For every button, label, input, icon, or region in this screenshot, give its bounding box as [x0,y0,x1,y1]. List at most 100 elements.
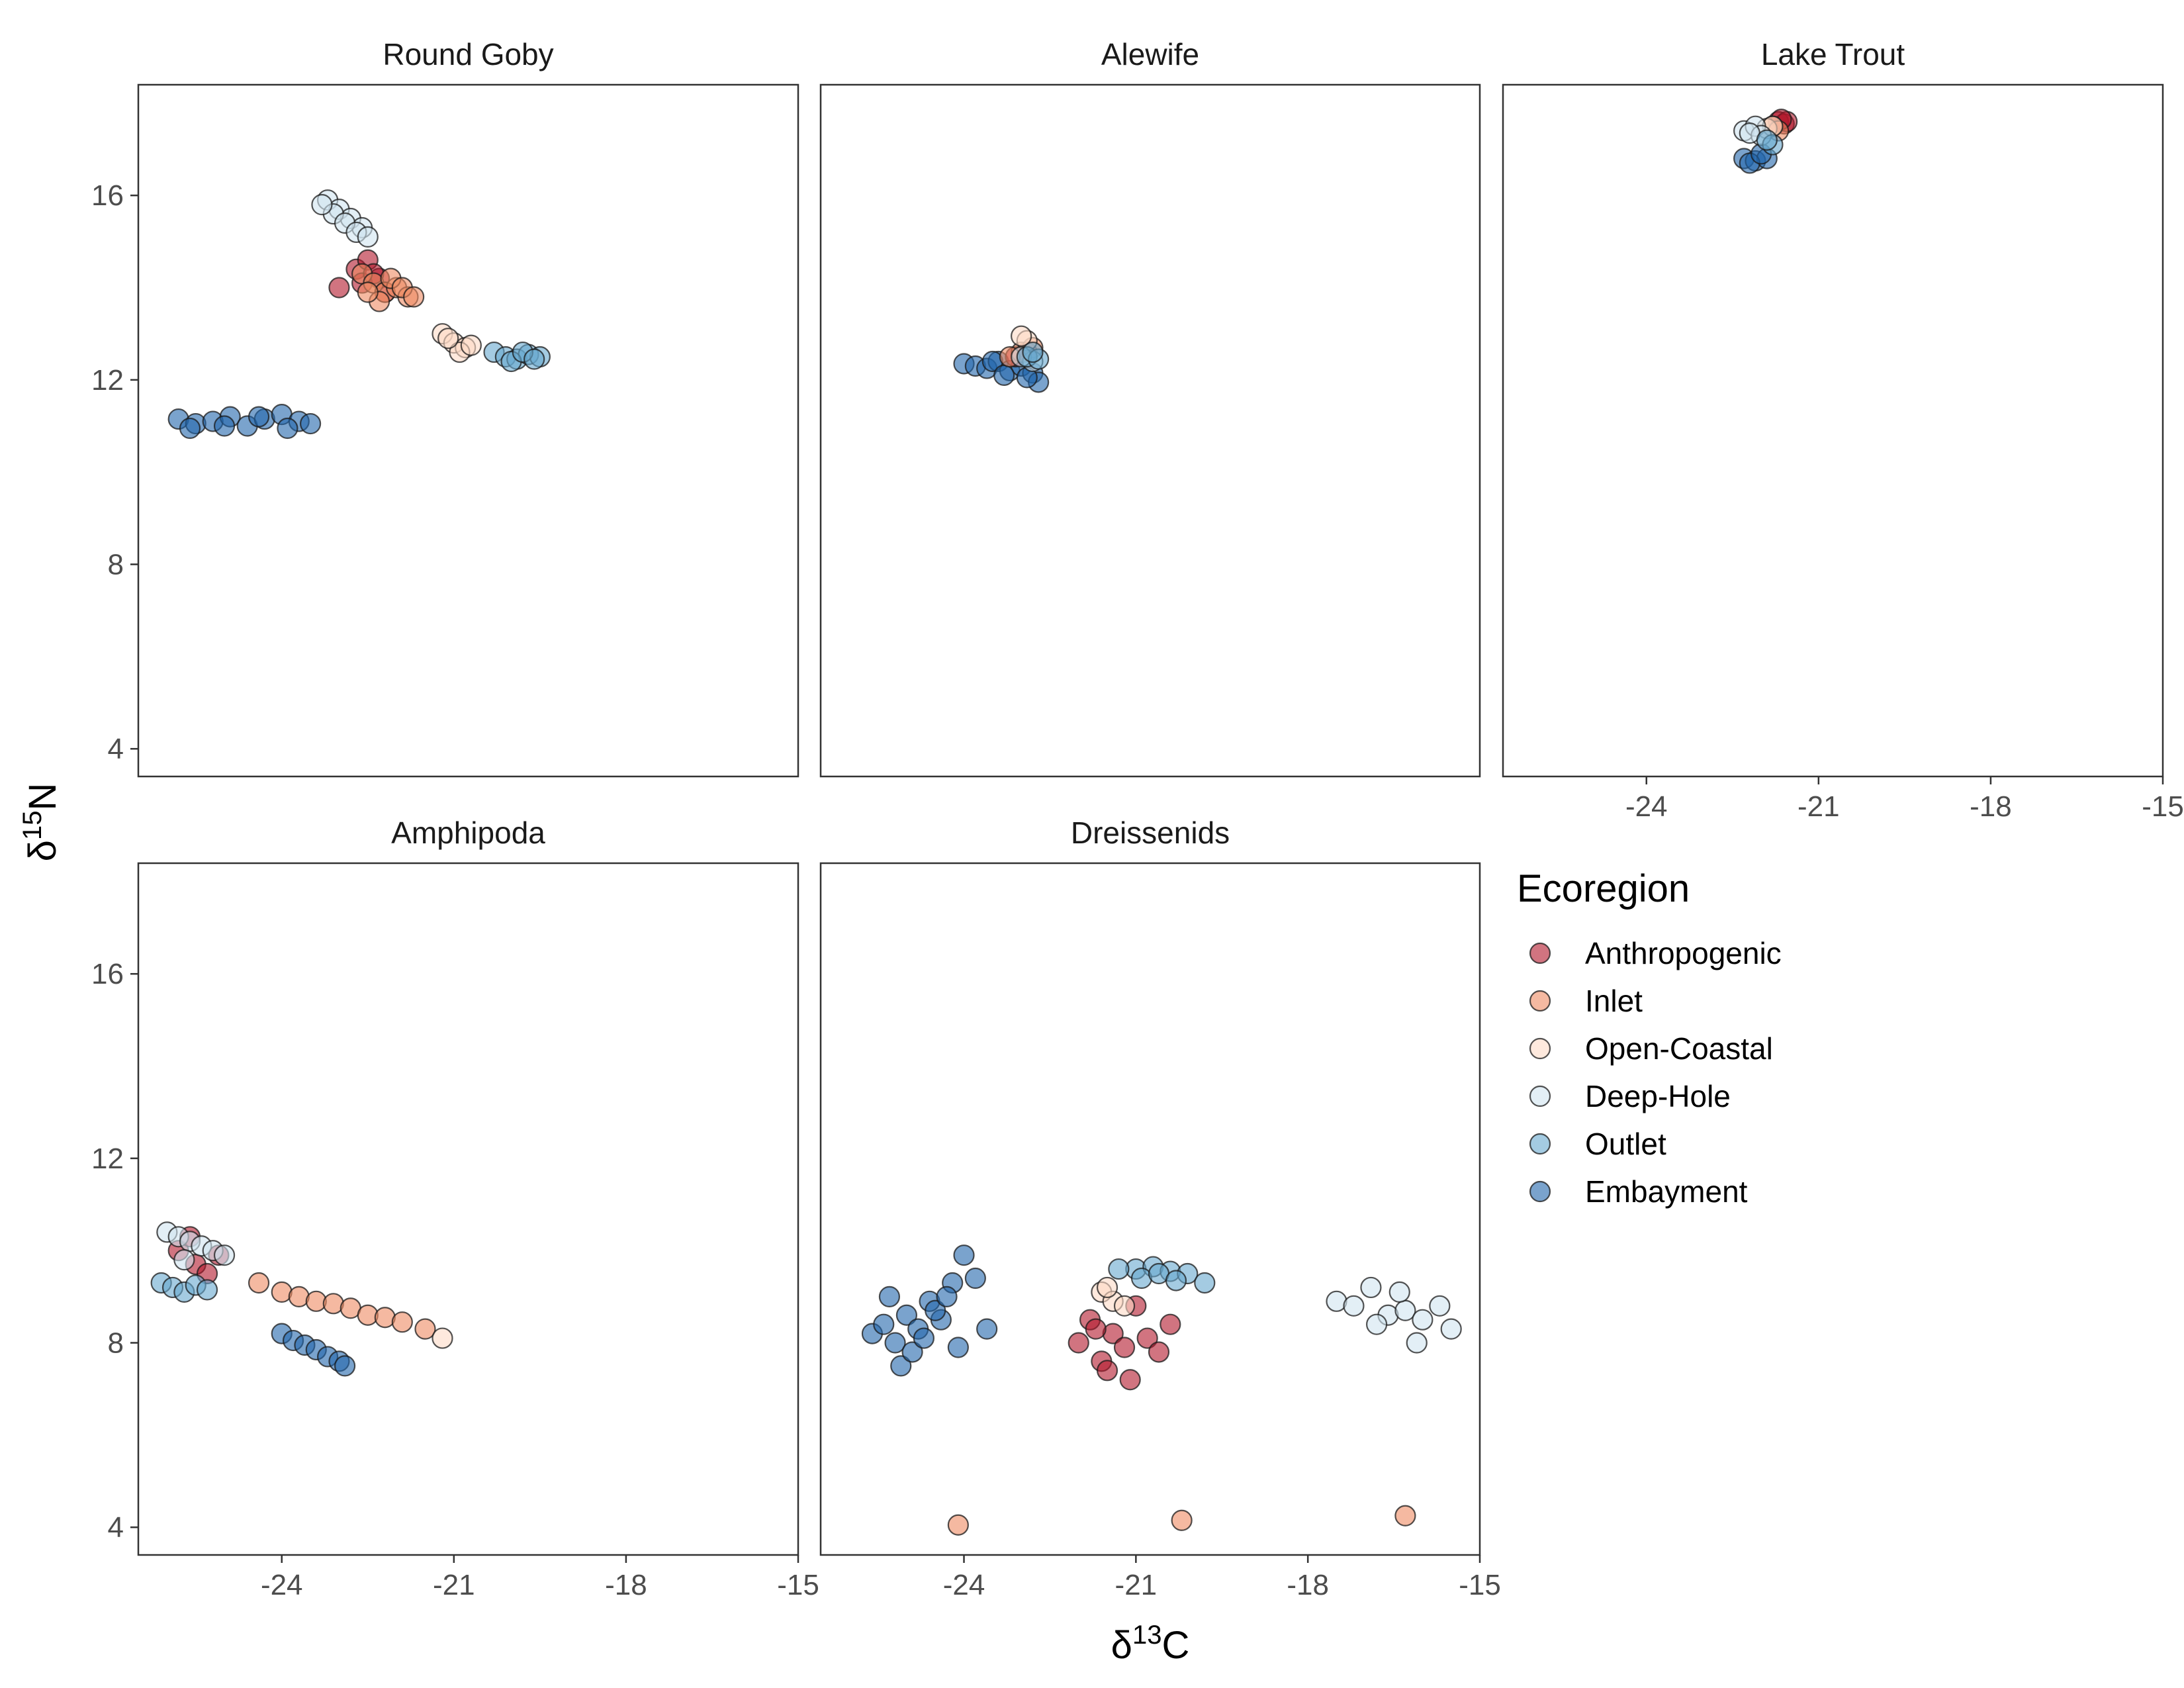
data-point [1756,129,1778,151]
data-point [213,1244,236,1266]
data-point [913,1327,934,1349]
panel-border [137,83,799,778]
data-point [277,417,298,440]
series-outlet [483,341,551,373]
data-point [1429,1295,1451,1317]
x-tick-label: -24 [943,1569,985,1601]
panel-alewife: Alewife [819,37,1481,778]
legend-title: Ecoregion [1517,867,1690,910]
data-point [299,412,322,435]
legend-label: Embayment [1585,1174,1748,1209]
panel-dreissenids: Dreissenids -24 -21 -18 -15 [819,816,1501,1601]
data-point [873,1313,895,1335]
data-point [993,364,1015,387]
data-point [895,1304,918,1326]
data-point [414,1318,436,1340]
series-anthropogenic [1068,1295,1181,1391]
data-point [1113,1336,1136,1358]
legend-label: Open-Coastal [1585,1031,1773,1066]
series-outlet [1756,129,1784,156]
x-tick-label: -24 [261,1569,303,1601]
series-open-coastal [1091,1276,1136,1317]
x-axis-title: δ13C [1111,1620,1190,1667]
data-point [1160,1313,1181,1335]
legend-item-deep-hole: Deep-Hole [1529,1079,1731,1113]
legend-key [1529,1037,1551,1060]
series-deep-hole [1326,1276,1462,1354]
series-embayment [271,1323,356,1377]
y-axis-title: δ15N [18,783,64,862]
data-point [1085,1318,1107,1340]
data-point [1096,1276,1118,1299]
data-point [1388,1281,1410,1303]
data-point [936,1286,958,1307]
data-point [947,1336,969,1358]
x-tick-label: -21 [1115,1569,1158,1601]
legend-item-anthropogenic: Anthropogenic [1529,936,1782,970]
x-tick-label: -15 [1459,1569,1501,1601]
panel-title: Amphipoda [391,816,545,850]
panel-title: Round Goby [383,37,553,71]
y-tick-label: 16 [91,958,124,990]
y-tick-label: 8 [108,549,124,581]
y-tick-label: 4 [108,733,124,765]
data-point [213,415,236,437]
data-point [964,1267,986,1289]
series-embayment [167,404,322,440]
series-inlet [351,263,425,312]
panel-border [1502,83,2164,778]
data-point [173,1249,195,1271]
data-point [432,1327,453,1349]
data-point [1096,1360,1118,1382]
panel-amphipoda: Amphipoda 4 8 12 16 -24 -21 -18 -15 [91,816,819,1601]
series-inlet [947,1505,1416,1536]
data-point [878,1286,901,1307]
series-inlet [248,1272,436,1340]
series-embayment [1733,143,1778,174]
data-point [1440,1318,1462,1340]
legend-label: Anthropogenic [1585,936,1782,970]
data-point [1412,1309,1433,1331]
legend-item-open-coastal: Open-Coastal [1529,1031,1773,1066]
legend-label: Deep-Hole [1585,1079,1731,1113]
data-point [1113,1295,1136,1317]
series-embayment [861,1244,998,1377]
legend: Ecoregion Anthropogenic Inlet Open-Coastal… [1517,867,1782,1209]
data-point [1022,341,1044,363]
data-point [196,1279,218,1301]
series-open-coastal [432,1327,453,1349]
data-point [248,406,270,428]
data-point [248,1272,270,1294]
data-point [403,286,425,308]
data-point [1360,1276,1382,1299]
legend-key [1529,990,1551,1012]
data-point [391,1311,413,1333]
data-point [1068,1332,1089,1354]
data-point [1108,1258,1130,1280]
data-point [1394,1505,1416,1526]
panel-border [819,862,1481,1556]
series-outlet [1108,1256,1216,1294]
legend-item-embayment: Embayment [1529,1174,1748,1209]
panel-border [137,862,799,1556]
y-tick-label: 8 [108,1327,124,1360]
data-point [311,194,333,216]
x-tick-label: -24 [1625,790,1668,823]
panel-round-goby: Round Goby 4 8 12 16 [91,37,799,778]
x-tick-label: -15 [777,1569,819,1601]
x-tick-label: -15 [2142,790,2184,823]
data-point [460,334,482,356]
panel-lake-trout: Lake Trout -24 -21 -18 -15 [1502,37,2184,823]
data-point [357,281,379,303]
x-tick-label: -18 [1287,1569,1329,1601]
y-tick-label: 12 [91,364,124,397]
x-tick-label: -18 [1970,790,2012,823]
series-outlet [150,1272,218,1303]
panel-title: Alewife [1101,37,1199,71]
data-point [1136,1327,1158,1349]
panels-layer: Round Goby 4 8 12 16 Alewife Lake Trout -24 -21 -… [91,37,2184,1601]
data-point [1343,1295,1365,1317]
series-outlet [1016,341,1050,370]
x-tick-label: -21 [433,1569,475,1601]
